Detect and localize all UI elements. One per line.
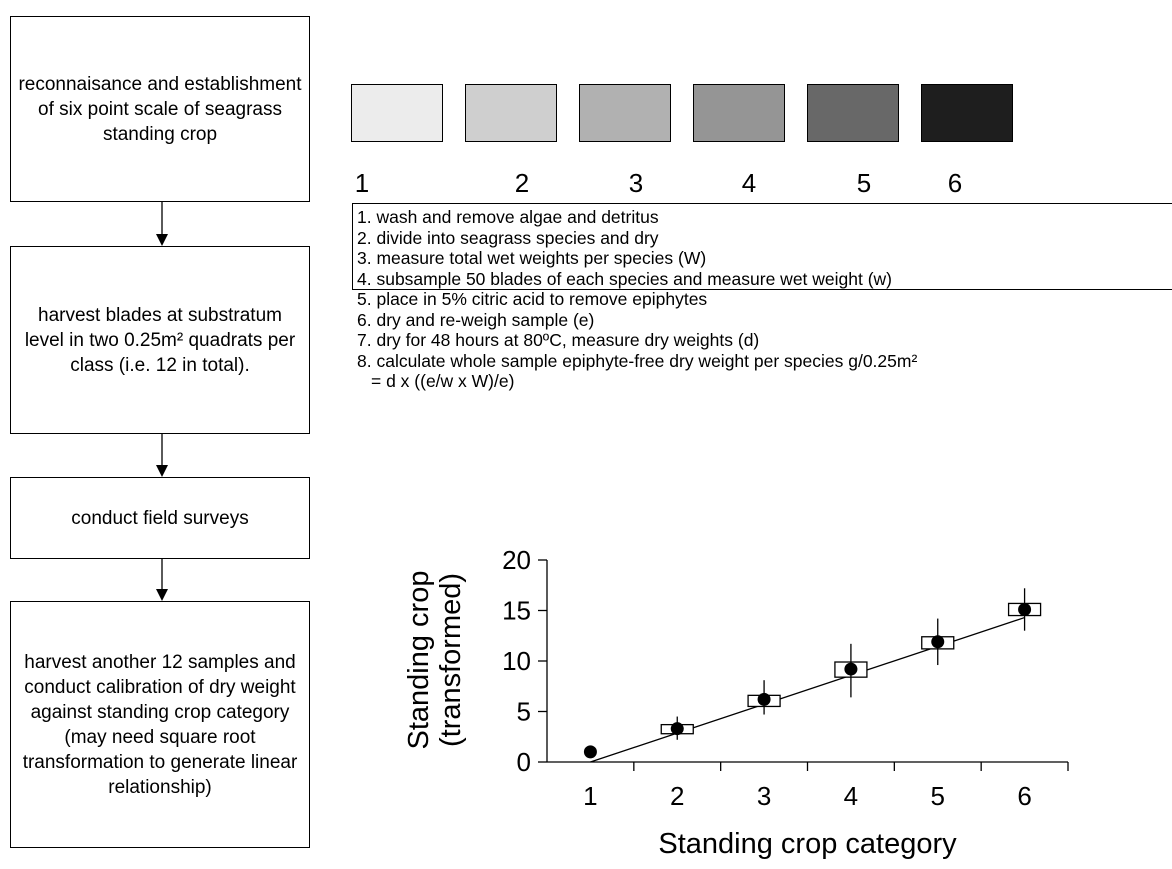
arrow-down-icon	[156, 465, 168, 477]
procedure-list: 1. wash and remove algae and detritus 2.…	[352, 203, 1172, 391]
x-tick-label: 1	[583, 781, 597, 811]
procedure-step: 4. subsample 50 blades of each species a…	[357, 268, 893, 289]
flow-step-calibration: harvest another 12 samples and conduct c…	[10, 601, 310, 848]
procedure-step: 6. dry and re-weigh sample (e)	[357, 309, 595, 330]
data-point	[1018, 602, 1032, 616]
flow-step-harvest-blades: harvest blades at substratum level in tw…	[10, 246, 310, 434]
procedure-step: 3. measure total wet weights per species…	[357, 248, 707, 268]
procedure-step: 1. wash and remove algae and detritus	[357, 207, 659, 227]
scale-label-3: 3	[628, 168, 644, 198]
x-tick-label: 3	[757, 781, 771, 811]
x-tick-label: 6	[1017, 781, 1031, 811]
scale-label-4: 4	[741, 168, 757, 198]
flow-step-text: conduct field surveys	[71, 507, 249, 529]
scale-swatch-1	[351, 84, 443, 142]
procedure-step: 7. dry for 48 hours at 80ºC, measure dry…	[357, 330, 760, 350]
x-axis-title: Standing crop category	[658, 828, 957, 860]
data-point	[670, 722, 684, 736]
data-point	[844, 662, 858, 676]
x-tick-label: 5	[931, 781, 945, 811]
x-tick-label: 2	[670, 781, 684, 811]
data-point	[931, 635, 945, 649]
scale-label-2: 2	[514, 168, 530, 198]
y-tick-label: 10	[502, 646, 531, 676]
flow-step-reconnaissance: reconnaisance and establishment of six p…	[10, 16, 310, 202]
scale-label-6: 6	[947, 168, 963, 198]
y-tick-label: 5	[517, 697, 531, 727]
arrow-down-icon	[156, 234, 168, 246]
procedure-formula: = d x ((e/w x W)/e)	[371, 371, 515, 391]
y-tick-label: 20	[502, 545, 531, 575]
x-tick-label: 4	[844, 781, 858, 811]
flow-step-field-surveys: conduct field surveys	[10, 477, 310, 559]
y-axis-title: Standing crop(transformed)	[403, 571, 467, 750]
arrow-down-icon	[156, 589, 168, 601]
scale-swatch-3	[579, 84, 671, 142]
scale-label-5: 5	[856, 168, 872, 198]
flow-arrows	[156, 202, 168, 601]
scale-swatch-2	[465, 84, 557, 142]
procedure-step: 2. divide into seagrass species and dry	[357, 227, 659, 248]
regression-line	[590, 616, 1025, 763]
flow-step-text: harvest another 12 samples and conduct c…	[22, 651, 298, 798]
y-tick-label: 15	[502, 596, 531, 626]
data-point	[583, 745, 597, 759]
flow-step-text: harvest blades at substratum level in tw…	[24, 304, 296, 376]
scale-swatch-4	[693, 84, 785, 142]
flow-step-text: reconnaisance and establishment of six p…	[18, 73, 302, 145]
scale-swatch-6	[921, 84, 1013, 142]
calibration-chart: 0 5 10 15 20 1 2 3 4 5 6 Standing crop category Stan…	[403, 545, 1069, 860]
data-point	[757, 692, 771, 706]
scale-swatch-5	[807, 84, 899, 142]
procedure-step: 5. place in 5% citric acid to remove epi…	[357, 289, 708, 309]
scale-label-1: 1	[354, 168, 370, 198]
y-tick-label: 0	[517, 747, 531, 777]
procedure-step: 8. calculate whole sample epiphyte-free …	[357, 350, 918, 371]
